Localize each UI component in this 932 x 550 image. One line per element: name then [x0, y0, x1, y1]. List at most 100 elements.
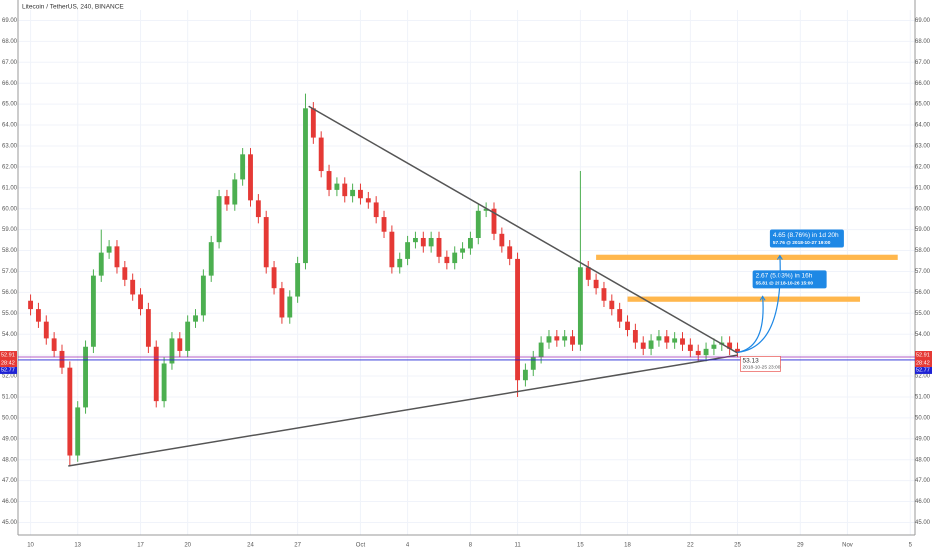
y-tick-label: 64.00 — [915, 123, 931, 129]
y-tick-label: 55.00 — [915, 311, 931, 317]
y-tick-label: 66.00 — [915, 81, 931, 87]
y-tick-label: 47.00 — [2, 478, 18, 484]
candle-body — [727, 342, 733, 349]
arrow-head — [776, 254, 783, 260]
x-tick-label: 15 — [577, 543, 584, 549]
candle-body — [475, 210, 481, 238]
price-tag-label: 52.91 — [916, 352, 930, 358]
y-tick-label: 50.00 — [915, 415, 931, 421]
countdown-tag — [0, 359, 17, 368]
candle-body — [554, 336, 560, 341]
candle-body — [483, 208, 489, 211]
candle-body — [593, 279, 599, 289]
x-tick-label: 13 — [74, 543, 81, 549]
y-tick-label: 68.00 — [915, 39, 931, 45]
countdown-label: 28:42 — [916, 360, 930, 366]
zone — [627, 296, 861, 302]
candle-body — [240, 154, 246, 180]
y-tick-label: 48.00 — [2, 457, 18, 463]
candle-body — [90, 275, 96, 347]
price-box-value: 53.13 — [742, 358, 759, 365]
candle-body — [67, 367, 73, 456]
candle-body — [334, 183, 340, 190]
candle-body — [216, 196, 222, 243]
candle-body — [365, 198, 371, 203]
price-tag-label: 52.91 — [1, 352, 15, 358]
y-tick-label: 48.00 — [915, 457, 931, 463]
y-tick-label: 69.00 — [915, 18, 931, 24]
y-tick-label: 60.00 — [2, 206, 18, 212]
candle-body — [145, 309, 151, 347]
y-tick-label: 59.00 — [915, 227, 931, 233]
price-box-time: 2018-10-25 23:00 — [742, 365, 780, 371]
x-tick-label: 17 — [137, 543, 144, 549]
candle-body — [491, 208, 497, 234]
candle-body — [648, 340, 654, 349]
x-tick-label: 20 — [184, 543, 191, 549]
y-tick-label: 65.00 — [915, 102, 931, 108]
x-tick-label: 5 — [909, 543, 913, 549]
candle-body — [83, 346, 88, 408]
y-tick-label: 69.00 — [2, 18, 18, 24]
candle-body — [51, 338, 57, 351]
candle-body — [397, 258, 403, 268]
y-tick-label: 68.00 — [2, 39, 18, 45]
y-tick-label: 45.00 — [2, 520, 18, 526]
price-tag — [915, 365, 932, 374]
candle-body — [248, 154, 253, 201]
x-tick-label: 11 — [514, 543, 521, 549]
candle-body — [232, 179, 238, 205]
countdown-tag — [915, 359, 932, 368]
x-tick-label: 24 — [247, 543, 254, 549]
candle-body — [373, 202, 379, 218]
price-tag — [0, 365, 17, 374]
candle-body — [59, 350, 65, 368]
candle-body — [43, 321, 49, 339]
y-tick-label: 61.00 — [915, 185, 931, 191]
candle-body — [310, 108, 316, 138]
candle-body — [546, 336, 552, 343]
candle-body — [460, 248, 466, 253]
x-tick-label: Nov — [842, 543, 853, 549]
projection-curve — [737, 255, 781, 353]
y-tick-label: 51.00 — [2, 395, 18, 401]
candle-body — [680, 338, 685, 345]
candle-body — [444, 256, 450, 264]
candle-body — [617, 309, 623, 322]
candle-body — [711, 344, 717, 349]
y-tick-label: 57.00 — [915, 269, 931, 275]
callout-box — [769, 229, 844, 248]
candle-body — [75, 407, 81, 456]
x-tick-label: 25 — [734, 543, 741, 549]
x-tick-label: 10 — [27, 543, 34, 549]
candle-body — [389, 231, 395, 268]
candle-body — [208, 242, 214, 276]
candle-body — [114, 246, 120, 268]
y-tick-label: 59.00 — [2, 227, 18, 233]
y-tick-label: 63.00 — [2, 144, 18, 150]
y-tick-label: 54.00 — [2, 332, 18, 338]
candle-body — [295, 263, 301, 297]
candle-body — [28, 300, 34, 310]
y-tick-label: 56.00 — [915, 290, 931, 296]
price-tag — [915, 351, 932, 360]
y-tick-label: 47.00 — [915, 478, 931, 484]
price-tag-label: 52.77 — [1, 367, 15, 373]
callout-subtext: 55.81 @ 2018-10-26 15:00 — [756, 281, 814, 287]
candle-body — [530, 357, 536, 370]
candle-body — [342, 183, 348, 197]
y-tick-label: 55.00 — [2, 311, 18, 317]
candle-body — [318, 137, 324, 172]
x-tick-label: Oct — [356, 543, 366, 549]
y-tick-label: 60.00 — [915, 206, 931, 212]
price-tag-label: 52.77 — [916, 367, 930, 373]
candle-body — [625, 321, 630, 331]
candle-body — [735, 348, 740, 353]
y-tick-label: 58.00 — [915, 248, 931, 254]
candle-body — [656, 336, 662, 341]
candle-body — [153, 346, 159, 402]
candle-body — [350, 189, 356, 197]
candle-body — [122, 267, 128, 280]
countdown-label: 28:42 — [1, 360, 15, 366]
